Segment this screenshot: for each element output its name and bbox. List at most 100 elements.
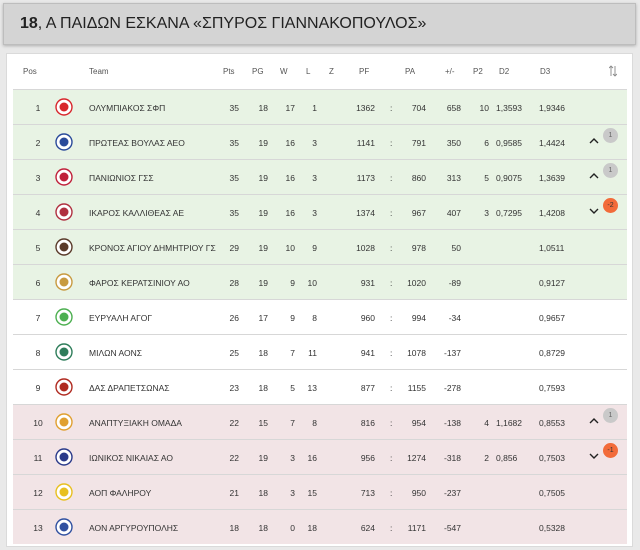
col-p2[interactable]: P2: [473, 67, 483, 76]
col-z[interactable]: Z: [329, 67, 334, 76]
cell-diff: 313: [446, 173, 461, 183]
cell-w: 0: [290, 523, 295, 533]
col-d2[interactable]: D2: [499, 67, 510, 76]
cell-d2: 1,1682: [496, 418, 522, 428]
cell-team: ΙΩΝΙΚΟΣ ΝΙΚΑΙΑΣ ΑΟ: [89, 453, 173, 463]
cell-w: 3: [290, 453, 295, 463]
cell-diff: -237: [443, 488, 461, 498]
cell-d3: 0,8729: [539, 348, 565, 358]
col-w[interactable]: W: [280, 67, 288, 76]
table-row[interactable]: 1 ΟΛΥΜΠΙΑΚΟΣ ΣΦΠ 35 18 17 1 1362 704 658 10 1,3593…: [13, 89, 627, 124]
col-pa[interactable]: PA: [405, 67, 416, 76]
cell-pg: 19: [258, 243, 268, 253]
cell-pg: 19: [258, 453, 268, 463]
table-row[interactable]: 10 ΑΝΑΠΤΥΞΙΑΚΗ ΟΜΑΔΑ 22 15 7 8 816 954 -138 4 1,16…: [13, 404, 627, 439]
table-row[interactable]: 7 ΕΥΡΥΑΛΗ ΑΓΟΓ 26 17 9 8 960 994 -34 0,9657:: [13, 299, 627, 334]
table-row[interactable]: 3 ΠΑΝΙΩΝΙΟΣ ΓΣΣ 35 19 16 3 1173 860 313 5 0,9075 1,…: [13, 159, 627, 194]
cell-pos: 7: [35, 313, 41, 323]
team-logo: [55, 483, 73, 501]
team-logo: [55, 343, 73, 361]
cell-team: ΜΙΛΩΝ ΑΟΝΣ: [89, 348, 143, 358]
cell-pts: 35: [229, 103, 239, 113]
col-d3[interactable]: D3: [540, 67, 551, 76]
cell-pts: 35: [229, 173, 239, 183]
table-row[interactable]: 5 ΚΡΟΝΟΣ ΑΓΙΟΥ ΔΗΜΗΤΡΙΟΥ ΓΣ 29 19 10 9 1028 978…: [13, 229, 627, 264]
cell-d3: 1,0511: [539, 243, 565, 253]
cell-d3: 1,9346: [539, 103, 565, 113]
col-pos[interactable]: Pos: [23, 67, 37, 76]
cell-l: 1: [312, 103, 317, 113]
table-header: Pos Team Pts PG W L Z PF PA +/- P2 D2 D3: [7, 54, 632, 89]
cell-pa: 1274: [407, 453, 426, 463]
cell-p2: 4: [484, 418, 489, 428]
cell-pos: 1: [35, 103, 41, 113]
cell-d3: 0,8553: [539, 418, 565, 428]
title-text: , Α ΠΑΙΔΩΝ ΕΣΚΑΝΑ «ΣΠΥΡΟΣ ΓΙΑΝΝΑΚΟΠΟΥΛΟΣ…: [37, 15, 427, 32]
col-diff[interactable]: +/-: [445, 67, 455, 76]
table-row[interactable]: 13 ΑΟΝ ΑΡΓΥΡΟΥΠΟΛΗΣ 18 18 0 18 624 1171 -547 0,53…: [13, 509, 627, 544]
col-team[interactable]: Team: [89, 67, 109, 76]
chevron-down-icon: [588, 206, 600, 216]
position-change-badge: 1: [603, 128, 618, 143]
cell-pts: 22: [229, 453, 239, 463]
cell-diff: -278: [443, 383, 461, 393]
cell-w: 7: [290, 348, 295, 358]
team-logo: [55, 413, 73, 431]
cell-pa: 954: [411, 418, 426, 428]
table-row[interactable]: 11 ΙΩΝΙΚΟΣ ΝΙΚΑΙΑΣ ΑΟ 22 19 3 16 956 1274 -318 2 0…: [13, 439, 627, 474]
cell-l: 3: [312, 208, 317, 218]
cell-w: 3: [290, 488, 295, 498]
score-separator: :: [390, 208, 393, 218]
cell-pf: 1362: [356, 103, 375, 113]
cell-pos: 2: [35, 138, 41, 148]
sort-arrows-icon[interactable]: [608, 65, 618, 79]
cell-pf: 1173: [356, 173, 375, 183]
table-row[interactable]: 4 ΙΚΑΡΟΣ ΚΑΛΛΙΘΕΑΣ ΑΕ 35 19 16 3 1374 967 407 3 0,…: [13, 194, 627, 229]
cell-l: 13: [307, 383, 317, 393]
team-logo: [55, 378, 73, 396]
cell-pts: 21: [229, 488, 239, 498]
cell-diff: -547: [443, 523, 461, 533]
cell-team: ΙΚΑΡΟΣ ΚΑΛΛΙΘΕΑΣ ΑΕ: [89, 208, 185, 218]
cell-pg: 17: [258, 313, 268, 323]
score-separator: :: [390, 453, 393, 463]
chevron-up-icon: [588, 416, 600, 426]
cell-pg: 18: [258, 348, 268, 358]
team-logo: [55, 448, 73, 466]
cell-l: 15: [307, 488, 317, 498]
cell-pf: 816: [360, 418, 375, 428]
table-row[interactable]: 8 ΜΙΛΩΝ ΑΟΝΣ 25 18 7 11 941 1078 -137 0,8729:: [13, 334, 627, 369]
cell-d3: 1,4208: [539, 208, 565, 218]
col-pf[interactable]: PF: [359, 67, 370, 76]
cell-diff: -89: [448, 278, 461, 288]
score-separator: :: [390, 523, 393, 533]
table-row[interactable]: 6 ΦΑΡΟΣ ΚΕΡΑΤΣΙΝΙΟΥ ΑΟ 28 19 9 10 931 1020 -89 0,…: [13, 264, 627, 299]
cell-pts: 23: [229, 383, 239, 393]
chevron-up-icon: [588, 136, 600, 146]
cell-pg: 18: [258, 383, 268, 393]
col-l[interactable]: L: [306, 67, 311, 76]
cell-pf: 941: [360, 348, 375, 358]
col-pg[interactable]: PG: [252, 67, 264, 76]
cell-team: ΑΟΠ ΦΑΛΗΡΟΥ: [89, 488, 152, 498]
cell-d3: 0,5328: [539, 523, 565, 533]
team-logo: [55, 273, 73, 291]
cell-pa: 1171: [407, 523, 426, 533]
cell-pts: 22: [229, 418, 239, 428]
cell-p2: 2: [484, 453, 489, 463]
cell-diff: -318: [443, 453, 461, 463]
cell-l: 8: [312, 418, 317, 428]
cell-d2: 0,856: [496, 453, 518, 463]
cell-pos: 13: [33, 523, 43, 533]
table-row[interactable]: 9 ΔΑΣ ΔΡΑΠΕΤΣΩΝΑΣ 23 18 5 13 877 1155 -278 0,7593…: [13, 369, 627, 404]
chevron-down-icon: [588, 451, 600, 461]
cell-pts: 26: [229, 313, 239, 323]
table-row[interactable]: 2 ΠΡΩΤΕΑΣ ΒΟΥΛΑΣ ΑΕΟ 35 19 16 3 1141 791 350 6 0,9…: [13, 124, 627, 159]
col-pts[interactable]: Pts: [223, 67, 235, 76]
cell-pg: 19: [258, 208, 268, 218]
table-row[interactable]: 12 ΑΟΠ ΦΑΛΗΡΟΥ 21 18 3 15 713 950 -237 0,7505:: [13, 474, 627, 509]
title-number: 18: [20, 15, 38, 32]
cell-pa: 967: [411, 208, 426, 218]
cell-d3: 0,7593: [539, 383, 565, 393]
cell-pa: 978: [411, 243, 426, 253]
